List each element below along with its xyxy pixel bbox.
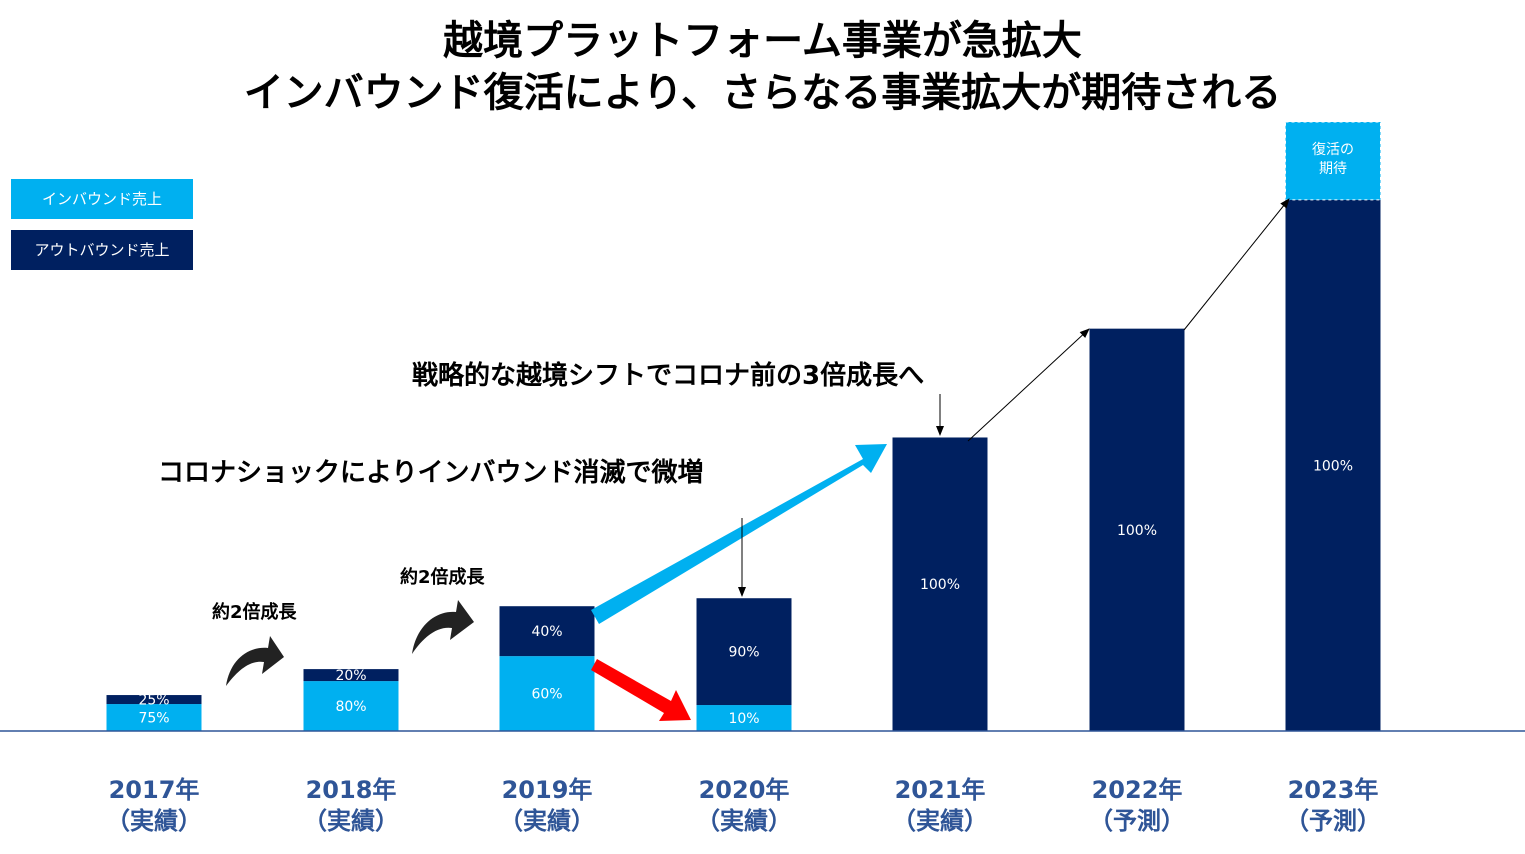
growth-arrow-blue (591, 444, 887, 624)
bar-inbound-3 (696, 705, 792, 731)
legend-inbound: インバウンド売上 (11, 179, 193, 219)
trend-arrow-2021-2022 (967, 328, 1090, 442)
x-tick-note: （実績） (499, 807, 595, 835)
shift-annotation: 戦略的な越境シフトでコロナ前の3倍成長へ (412, 361, 925, 391)
bar-inbound-0 (106, 704, 202, 731)
x-tick-label-1: 2018年 （実績） (271, 775, 431, 837)
decline-arrow-red (591, 659, 691, 721)
bars-group: 75% 25% 80% 20% 60% 40% 10% 90% 100% 100% 100% (106, 121, 1381, 731)
growth-curve-arrow-2 (412, 600, 474, 654)
x-tick-note: （実績） (303, 807, 399, 835)
bar-inbound-6 (1285, 121, 1381, 201)
recovery-label-line2: 期待 (1319, 161, 1347, 177)
bar-outbound-6 (1285, 199, 1381, 731)
corona-annotation: コロナショックによりインバウンド消滅で微増 (158, 458, 704, 488)
x-tick-year: 2019年 (501, 776, 593, 804)
chart-title-line1: 越境プラットフォーム事業が急拡大 (443, 18, 1082, 64)
x-tick-label-6: 2023年 （予測） (1253, 775, 1413, 837)
bar-outbound-5 (1089, 328, 1185, 731)
growth-curve-arrow-1 (226, 636, 284, 686)
x-tick-label-2: 2019年 （実績） (467, 775, 627, 837)
x-tick-label-0: 2017年 （実績） (74, 775, 234, 837)
x-tick-year: 2020年 (698, 776, 790, 804)
bar-inbound-1-label: 80% (335, 699, 366, 715)
x-tick-note: （実績） (892, 807, 988, 835)
bar-outbound-4 (892, 437, 988, 731)
legend-outbound: アウトバウンド売上 (11, 230, 193, 270)
recovery-label-line1: 復活の (1312, 141, 1354, 158)
growth-label-1: 約2倍成長 (212, 602, 297, 623)
bar-outbound-1 (303, 669, 399, 682)
bar-outbound-6-label: 100% (1313, 458, 1353, 474)
bar-inbound-0-label: 75% (138, 711, 169, 727)
bar-outbound-2 (499, 606, 595, 657)
bar-outbound-0-label: 25% (138, 693, 169, 709)
x-tick-label-5: 2022年 （予測） (1057, 775, 1217, 837)
x-tick-note: （予測） (1285, 807, 1381, 835)
bar-outbound-1-label: 20% (335, 668, 366, 684)
bar-outbound-5-label: 100% (1117, 523, 1157, 539)
bar-outbound-3 (696, 598, 792, 706)
bar-outbound-4-label: 100% (920, 577, 960, 593)
x-tick-label-4: 2021年 （実績） (860, 775, 1020, 837)
bar-outbound-2-label: 40% (531, 624, 562, 640)
x-tick-year: 2023年 (1287, 776, 1379, 804)
x-tick-year: 2021年 (894, 776, 986, 804)
x-tick-note: （実績） (106, 807, 202, 835)
growth-label-2: 約2倍成長 (400, 567, 485, 588)
trend-arrow-2022-2023 (1183, 198, 1290, 331)
bar-inbound-2-label: 60% (531, 687, 562, 703)
x-tick-label-3: 2020年 （実績） (664, 775, 824, 837)
x-tick-note: （予測） (1089, 807, 1185, 835)
x-tick-year: 2018年 (305, 776, 397, 804)
bar-inbound-2 (499, 656, 595, 731)
x-tick-year: 2022年 (1091, 776, 1183, 804)
chart-title-line2: インバウンド復活により、さらなる事業拡大が期待される (243, 70, 1282, 116)
x-tick-year: 2017年 (108, 776, 200, 804)
bar-outbound-3-label: 90% (728, 645, 759, 661)
bar-inbound-1 (303, 681, 399, 731)
bar-inbound-3-label: 10% (728, 711, 759, 727)
bar-outbound-0 (106, 695, 202, 705)
x-tick-note: （実績） (696, 807, 792, 835)
